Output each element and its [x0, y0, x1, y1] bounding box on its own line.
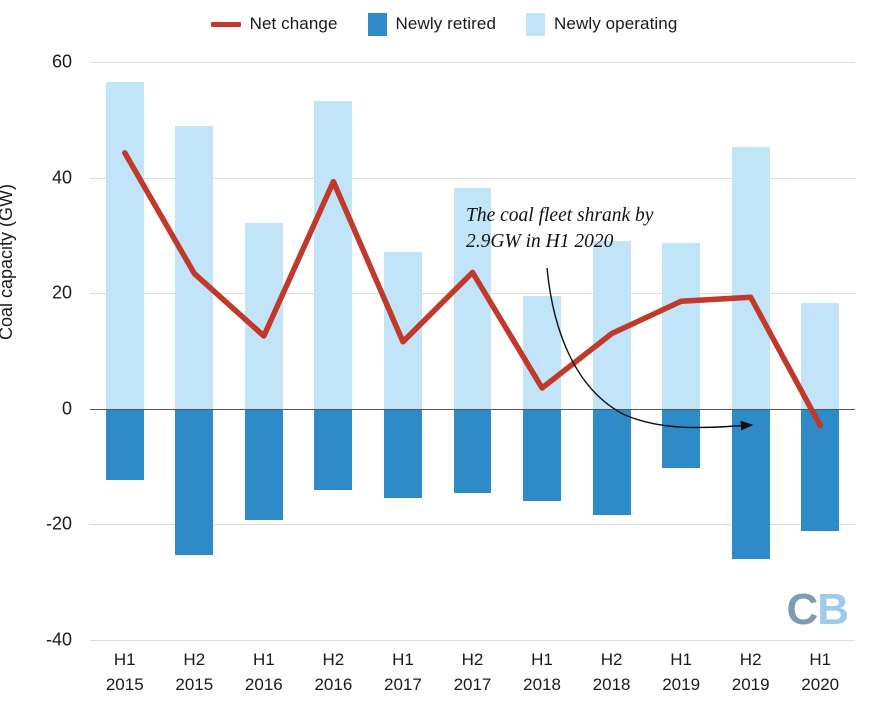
x-tick-line: 2017	[384, 674, 422, 694]
plot-area	[90, 62, 855, 641]
x-tick-line: 2016	[314, 674, 353, 694]
legend-label-newly-retired: Newly retired	[395, 14, 497, 33]
bar-newly-operating[interactable]	[244, 222, 283, 409]
x-tick-line: 2018	[592, 674, 631, 694]
bar-group[interactable]	[244, 62, 283, 640]
x-tick-label-h1-2020: H1 2020	[785, 648, 855, 697]
y-tick-label--20: -20	[45, 513, 72, 534]
x-tick-line: H1	[670, 650, 692, 669]
carbon-brief-logo: CB	[786, 585, 849, 634]
net-change-line	[122, 150, 823, 429]
x-tick-label-h1-2019: H1 2019	[646, 648, 716, 697]
x-tick-line: 2015	[175, 674, 214, 694]
x-tick-line: 2020	[801, 674, 840, 694]
bar-group[interactable]	[105, 62, 144, 640]
legend-item-newly-operating[interactable]: Newly operating	[526, 12, 678, 36]
bar-newly-retired[interactable]	[244, 408, 283, 520]
bar-newly-retired[interactable]	[731, 408, 770, 560]
x-tick-line: H1	[809, 650, 832, 669]
x-axis-labels: H1 2015 H2 2015 H1 2016 H2 2016 H1 2017 H2 2017 H1 20…	[90, 648, 855, 708]
bar-newly-operating[interactable]	[105, 81, 144, 409]
bar-newly-operating[interactable]	[175, 125, 214, 409]
bar-newly-retired[interactable]	[453, 408, 492, 494]
y-tick-label-20: 20	[51, 282, 72, 303]
y-tick-label-0: 0	[61, 398, 72, 419]
bar-newly-retired[interactable]	[801, 408, 840, 532]
x-tick-line: 2016	[244, 674, 283, 694]
legend-item-newly-retired[interactable]: Newly retired	[367, 12, 497, 36]
bar-newly-retired[interactable]	[175, 408, 214, 556]
bar-newly-retired[interactable]	[384, 408, 422, 499]
chart-legend: Net change Newly retired Newly operating	[0, 10, 888, 38]
x-tick-label-h2-2015: H2 2015	[160, 648, 230, 697]
x-tick-line: 2015	[105, 674, 144, 694]
logo-letter-b: B	[817, 585, 849, 634]
y-tick-label--40: -40	[45, 629, 72, 650]
annotation-text: The coal fleet shrank by 2.9GW in H1 202…	[466, 205, 654, 253]
square-swatch-icon	[367, 12, 387, 36]
x-tick-line: 2017	[453, 674, 492, 694]
x-tick-line: H2	[183, 650, 206, 669]
x-tick-label-h2-2017: H2 2017	[438, 648, 508, 697]
x-tick-label-h1-2018: H1 2018	[507, 648, 577, 697]
bar-group[interactable]	[175, 62, 214, 640]
gridline-0	[90, 408, 855, 411]
gridline-40	[90, 177, 855, 179]
x-tick-label-h2-2018: H2 2018	[577, 648, 647, 697]
bar-newly-operating[interactable]	[801, 303, 840, 409]
x-tick-line: H2	[600, 650, 623, 669]
x-tick-label-h2-2019: H2 2019	[716, 648, 786, 697]
x-tick-label-h1-2016: H1 2016	[229, 648, 299, 697]
bar-newly-operating[interactable]	[314, 100, 353, 409]
bar-newly-retired[interactable]	[105, 408, 144, 480]
x-tick-line: 2019	[731, 674, 770, 694]
legend-label-newly-operating: Newly operating	[554, 14, 678, 33]
bar-group[interactable]	[314, 62, 353, 640]
x-tick-label-h2-2016: H2 2016	[299, 648, 369, 697]
x-tick-label-h1-2015: H1 2015	[90, 648, 160, 697]
square-swatch-icon	[526, 12, 546, 36]
x-tick-line: H2	[322, 650, 345, 669]
y-tick-label-40: 40	[51, 167, 72, 188]
line-swatch-icon	[210, 21, 241, 27]
x-tick-line: H1	[113, 650, 136, 669]
x-tick-line: H2	[461, 650, 484, 669]
legend-label-net-change: Net change	[249, 14, 338, 33]
x-tick-line: H1	[531, 650, 553, 669]
gridline--20	[90, 524, 855, 526]
legend-item-net-change[interactable]: Net change	[210, 14, 338, 34]
gridline-60	[90, 62, 855, 63]
bar-newly-retired[interactable]	[314, 408, 353, 491]
x-tick-line: 2019	[662, 674, 701, 694]
y-tick-label-60: 60	[51, 51, 72, 72]
x-tick-label-h1-2017: H1 2017	[368, 648, 438, 697]
x-tick-line: 2018	[523, 674, 561, 694]
x-tick-line: H1	[392, 650, 414, 669]
logo-letter-c: C	[786, 585, 818, 634]
bar-group[interactable]	[801, 62, 840, 640]
x-tick-line: H2	[739, 650, 762, 669]
y-axis-title: Coal capacity (GW)	[0, 183, 16, 340]
x-tick-line: H1	[252, 650, 275, 669]
gridline--40	[90, 640, 855, 641]
